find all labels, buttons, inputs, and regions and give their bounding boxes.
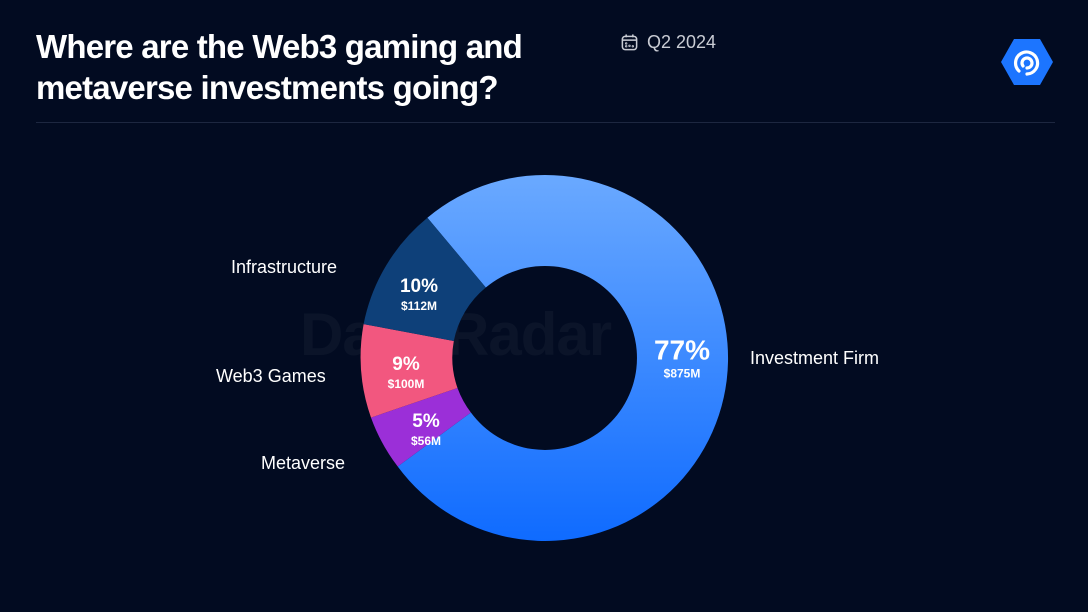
category-label-infrastructure: Infrastructure (231, 257, 338, 277)
slice-label-investment-firm: 77% $875M (653, 334, 711, 381)
slice-label-metaverse: 5% $56M (410, 411, 442, 448)
slice-infrastructure (363, 217, 486, 341)
category-label-web3-games: Web3 Games (216, 366, 326, 386)
slice-label-infrastructure: 10% $112M (399, 276, 439, 313)
dappradar-logo-icon (1001, 39, 1053, 85)
slice-label-web3-games: 9% $100M (387, 354, 425, 391)
chart-title: Where are the Web3 gaming and metaverse … (36, 28, 523, 106)
period-badge: Q2 2024 (620, 32, 716, 53)
category-label-metaverse: Metaverse (261, 453, 346, 473)
slice-investment-firm (397, 174, 729, 541)
category-label-investment-firm: Investment Firm (750, 348, 880, 368)
period-label: Q2 2024 (647, 32, 717, 52)
slice-web3-games (360, 324, 458, 418)
slice-metaverse (371, 388, 471, 467)
header-divider (36, 122, 1055, 123)
calendar-icon (621, 34, 638, 51)
